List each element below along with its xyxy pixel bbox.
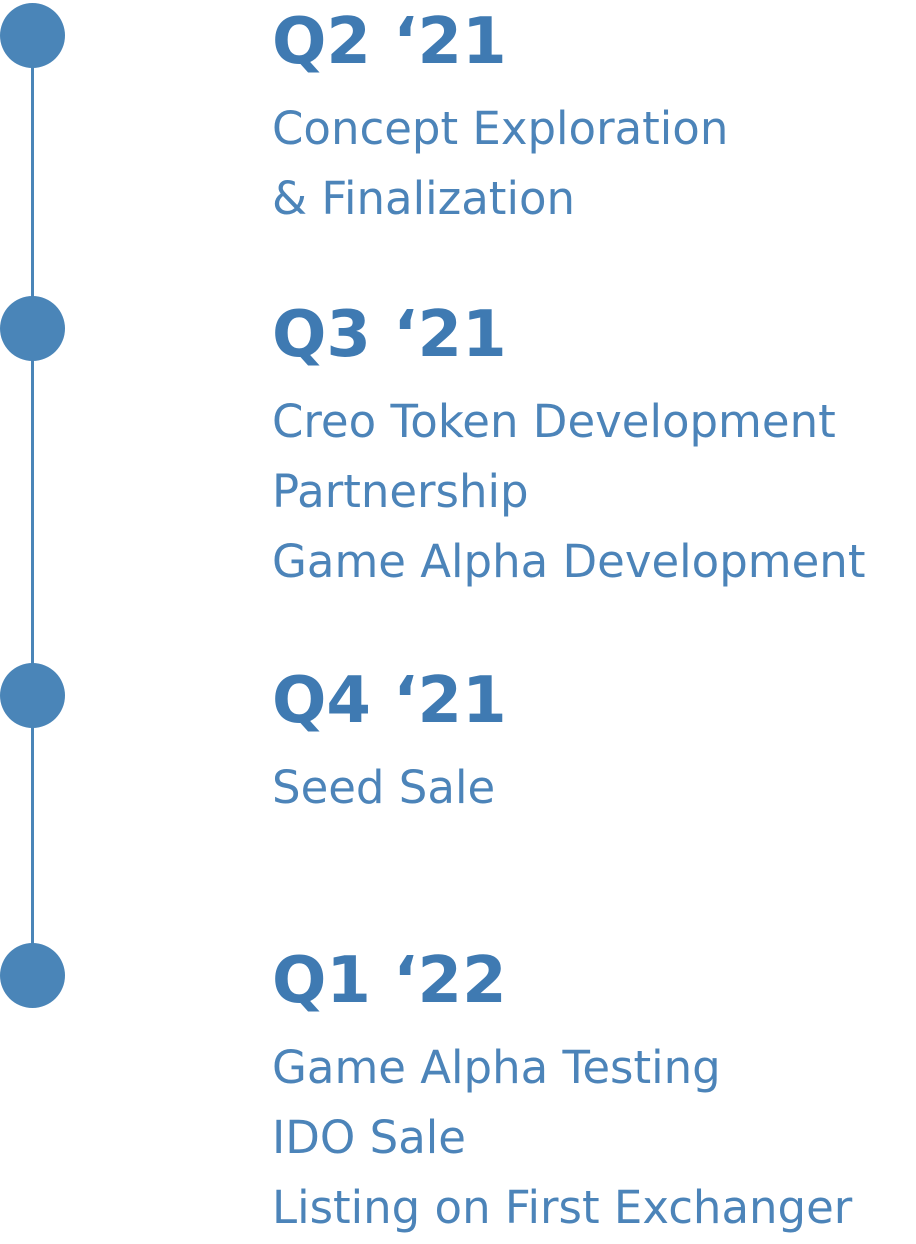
milestone-quarter: Q1 ‘22: [272, 944, 507, 1018]
milestone-item: & Finalization: [272, 172, 576, 225]
timeline-dot-q4-21: [0, 663, 65, 728]
milestone-quarter: Q2 ‘21: [272, 5, 507, 79]
milestone-item: Game Alpha Testing: [272, 1041, 721, 1094]
milestone-q1-22: Q1 ‘22 Game Alpha Testing IDO Sale Listi…: [272, 941, 916, 1243]
milestone-quarter: Q4 ‘21: [272, 664, 507, 738]
milestone-q3-21: Q3 ‘21 Creo Token Development Partnershi…: [272, 295, 916, 597]
milestone-q4-21: Q4 ‘21 Seed Sale: [272, 661, 916, 823]
milestone-item: Partnership: [272, 465, 529, 518]
milestone-item: Listing on First Exchanger: [272, 1181, 853, 1234]
milestone-items: Concept Exploration & Finalization: [272, 94, 916, 234]
milestone-items: Game Alpha Testing IDO Sale Listing on F…: [272, 1033, 916, 1243]
milestone-item: IDO Sale: [272, 1111, 466, 1164]
timeline-dot-q2-21: [0, 3, 65, 68]
milestone-items: Creo Token Development Partnership Game …: [272, 387, 916, 597]
milestone-quarter: Q3 ‘21: [272, 298, 507, 372]
milestone-item: Game Alpha Development: [272, 535, 866, 588]
timeline-dot-q1-22: [0, 943, 65, 1008]
milestone-item: Concept Exploration: [272, 102, 729, 155]
milestone-item: Seed Sale: [272, 761, 496, 814]
milestone-q2-21: Q2 ‘21 Concept Exploration & Finalizatio…: [272, 2, 916, 234]
timeline-dot-q3-21: [0, 296, 65, 361]
milestone-item: Creo Token Development: [272, 395, 836, 448]
timeline-line: [31, 36, 34, 976]
milestone-items: Seed Sale: [272, 753, 916, 823]
